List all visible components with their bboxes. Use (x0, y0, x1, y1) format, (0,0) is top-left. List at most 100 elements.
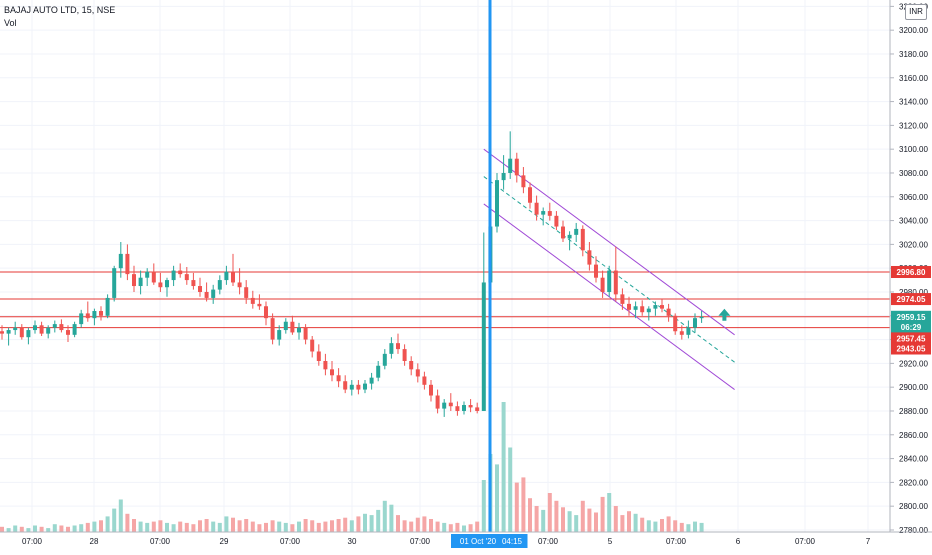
volume-bar (455, 522, 460, 532)
currency-badge[interactable]: INR (905, 4, 927, 20)
volume-bar (158, 520, 163, 532)
volume-bar (224, 516, 229, 532)
y-tick-label: 3200.00 (899, 26, 928, 35)
volume-bar (99, 520, 103, 532)
candle-body (514, 158, 519, 176)
candle-body (693, 318, 697, 328)
candle-body (653, 305, 658, 309)
chart-legend: BAJAJ AUTO LTD, 15, NSE Vol (4, 4, 115, 30)
volume-bar (336, 519, 341, 532)
candle-body (600, 277, 605, 292)
volume-bar (495, 464, 499, 532)
x-label-highlight (496, 534, 528, 548)
volume-bar (587, 508, 592, 532)
candle-body (415, 369, 420, 377)
volume-bar (594, 512, 598, 532)
volume-bar (541, 509, 546, 532)
candle-body (673, 315, 678, 332)
candle-body (224, 271, 229, 281)
candle-body (165, 280, 169, 288)
volume-bar (39, 526, 44, 532)
volume-bar (435, 521, 440, 532)
volume-bar (33, 525, 37, 532)
volume-bar (547, 493, 552, 532)
candle-body (343, 381, 348, 390)
volume-bar (270, 520, 275, 532)
volume-bar (310, 520, 315, 532)
candle-body (620, 294, 625, 304)
candle-body (402, 349, 407, 361)
candle-body (468, 405, 473, 408)
candle-body (686, 327, 691, 335)
volume-bar (26, 528, 31, 532)
volume-bar (303, 519, 308, 532)
volume-bar (627, 511, 631, 532)
candle-body (448, 402, 453, 407)
volume-bar (165, 522, 169, 532)
candle-body (442, 402, 447, 409)
candle-body (290, 321, 295, 333)
volume-bar (501, 402, 506, 532)
candle-body (587, 250, 592, 265)
volume-bar (171, 524, 176, 532)
volume-legend: Vol (4, 18, 17, 28)
x-tick-label: 04:15 (502, 537, 523, 546)
price-axis[interactable]: 2780.00 2800.00 2820.00 2840.00 2860.00 2880.… (889, 0, 928, 535)
candle-body (429, 384, 433, 396)
candle-body (158, 282, 163, 288)
candle-body (422, 376, 427, 385)
volume-bar (52, 524, 57, 532)
y-tick-label: 2900.00 (899, 383, 928, 392)
volume-bar (382, 500, 387, 532)
volume-bar (686, 524, 691, 532)
channel-boundary (483, 148, 735, 336)
candle-body (46, 327, 51, 334)
volume-bar (145, 522, 150, 532)
y-tick-label: 3080.00 (899, 169, 928, 178)
volume-bar (151, 521, 156, 532)
volume-bar (514, 482, 519, 532)
candle-body (118, 253, 123, 269)
volume-bar (673, 520, 678, 532)
x-tick-label: 5 (608, 537, 613, 546)
volume-bar (211, 521, 216, 532)
volume-bar (613, 506, 618, 532)
volume-bar (567, 511, 572, 532)
candle-body (33, 325, 37, 331)
x-tick-label: 07:00 (22, 537, 43, 546)
volume-bar (409, 521, 414, 532)
volume-bar (462, 525, 466, 532)
volume-bar (250, 521, 255, 532)
x-tick-label: 28 (90, 537, 99, 546)
price-tag-label: 2959.15 (897, 313, 926, 322)
x-tick-label: 07:00 (538, 537, 559, 546)
candle-body (633, 306, 638, 310)
x-tick-label: 07:00 (410, 537, 431, 546)
y-tick-label: 2840.00 (899, 455, 928, 464)
candle-body (19, 327, 24, 338)
candle-body (204, 291, 209, 298)
candle-body (231, 271, 235, 283)
candle-body (171, 270, 176, 281)
candle-body (39, 325, 44, 334)
y-tick-label: 3120.00 (899, 121, 928, 130)
candle-body (627, 303, 631, 310)
volume-bar (118, 499, 123, 532)
price-tag-label: 2974.05 (897, 295, 926, 304)
candle-body (26, 330, 31, 338)
volume-bar (508, 447, 513, 532)
volume-bar (257, 524, 262, 532)
volume-bar (204, 519, 209, 532)
volume-bar (330, 520, 334, 532)
y-tick-label: 2860.00 (899, 431, 928, 440)
candle-body (382, 353, 387, 366)
time-axis[interactable]: 07:00 28 07:00 29 07:00 30 07:00 01 Oct '20 04:1… (0, 531, 932, 548)
candle-body (554, 215, 559, 227)
candle-body (501, 172, 506, 181)
candle-body (534, 202, 539, 215)
y-tick-label: 3140.00 (899, 98, 928, 107)
volume-bar (422, 516, 427, 532)
